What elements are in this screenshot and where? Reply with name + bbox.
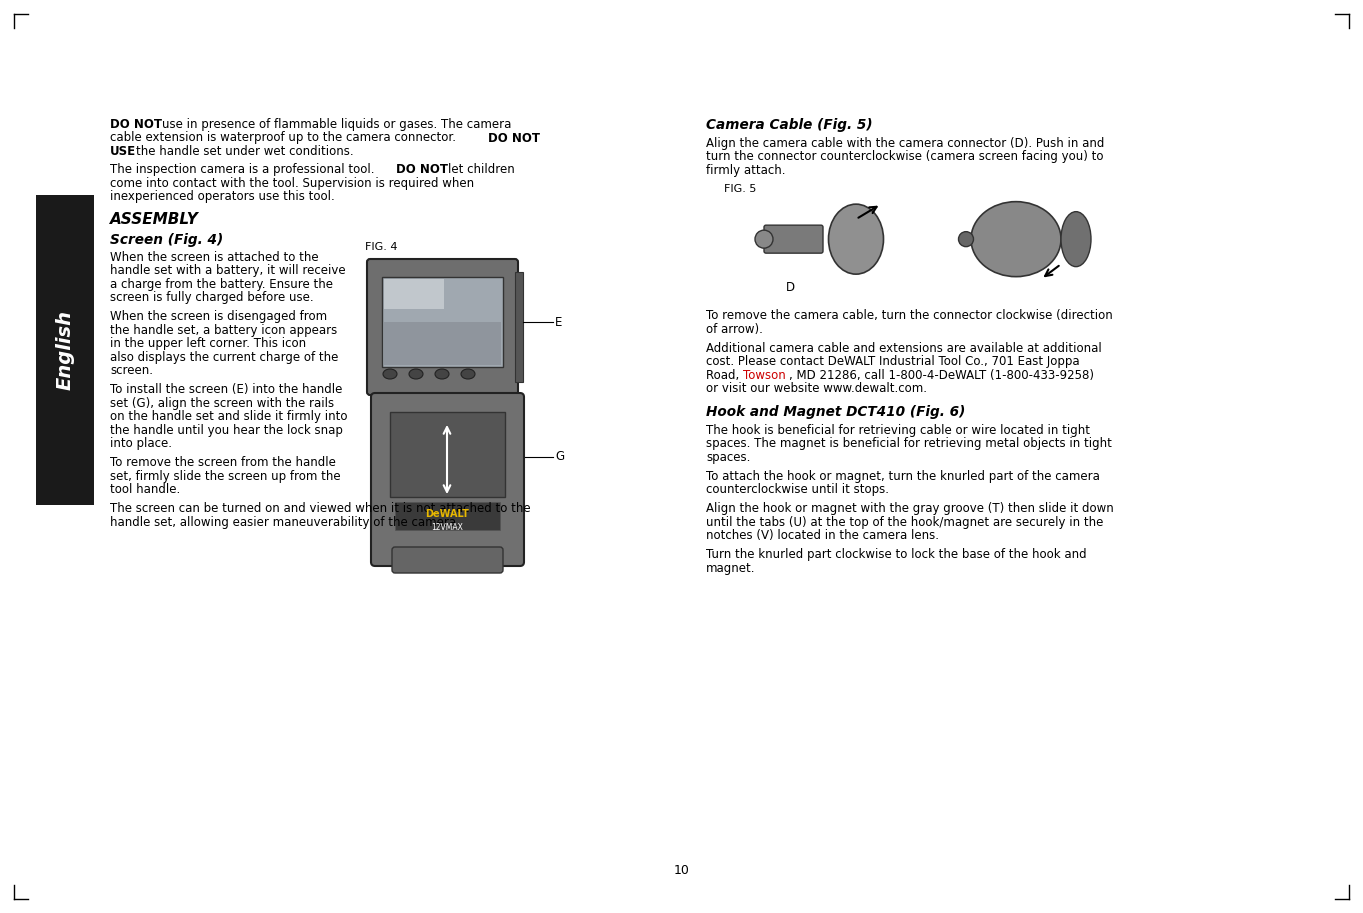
Text: When the screen is disengaged from: When the screen is disengaged from xyxy=(110,310,327,323)
Text: FIG. 4: FIG. 4 xyxy=(365,242,398,252)
Text: in the upper left corner. This icon: in the upper left corner. This icon xyxy=(110,338,307,351)
Text: G: G xyxy=(555,450,564,464)
Text: the handle until you hear the lock snap: the handle until you hear the lock snap xyxy=(110,424,343,436)
Text: into place.: into place. xyxy=(110,437,172,450)
Bar xyxy=(35,195,94,505)
Text: the handle set, a battery icon appears: the handle set, a battery icon appears xyxy=(110,324,337,337)
Text: Hook and Magnet DCT410 (Fig. 6): Hook and Magnet DCT410 (Fig. 6) xyxy=(706,405,965,419)
Text: set (G), align the screen with the rails: set (G), align the screen with the rails xyxy=(110,397,334,410)
Text: screen is fully charged before use.: screen is fully charged before use. xyxy=(110,291,313,304)
Text: When the screen is attached to the: When the screen is attached to the xyxy=(110,251,319,264)
Bar xyxy=(382,277,503,367)
Bar xyxy=(390,412,506,497)
Text: ASSEMBLY: ASSEMBLY xyxy=(110,212,199,226)
Text: DeWALT: DeWALT xyxy=(425,509,469,519)
Text: Towson: Towson xyxy=(743,369,785,382)
FancyBboxPatch shape xyxy=(371,393,523,566)
Ellipse shape xyxy=(461,369,474,379)
Ellipse shape xyxy=(970,202,1060,277)
Text: screen.: screen. xyxy=(110,364,153,377)
Bar xyxy=(384,322,502,365)
Text: To remove the screen from the handle: To remove the screen from the handle xyxy=(110,456,335,469)
Text: USE: USE xyxy=(110,145,136,158)
Text: a charge from the battery. Ensure the: a charge from the battery. Ensure the xyxy=(110,278,333,291)
Text: or visit our website www.dewalt.com.: or visit our website www.dewalt.com. xyxy=(706,382,927,395)
Text: Turn the knurled part clockwise to lock the base of the hook and: Turn the knurled part clockwise to lock … xyxy=(706,548,1086,561)
Text: handle set, allowing easier maneuverability of the camera.: handle set, allowing easier maneuverabil… xyxy=(110,516,459,529)
Text: counterclockwise until it stops.: counterclockwise until it stops. xyxy=(706,483,889,497)
Text: The hook is beneficial for retrieving cable or wire located in tight: The hook is beneficial for retrieving ca… xyxy=(706,424,1090,437)
Text: English: English xyxy=(56,310,75,390)
Text: of arrow).: of arrow). xyxy=(706,322,763,336)
Text: Align the hook or magnet with the gray groove (T) then slide it down: Align the hook or magnet with the gray g… xyxy=(706,502,1114,515)
Text: To remove the camera cable, turn the connector clockwise (direction: To remove the camera cable, turn the con… xyxy=(706,310,1112,322)
Text: cable extension is waterproof up to the camera connector.: cable extension is waterproof up to the … xyxy=(110,131,457,144)
Ellipse shape xyxy=(409,369,423,379)
Text: Additional camera cable and extensions are available at additional: Additional camera cable and extensions a… xyxy=(706,341,1101,354)
Bar xyxy=(395,502,500,530)
Text: , MD 21286, call 1-800-4-DeWALT (1-800-433-9258): , MD 21286, call 1-800-4-DeWALT (1-800-4… xyxy=(789,369,1094,382)
Text: use in presence of flammable liquids or gases. The camera: use in presence of flammable liquids or … xyxy=(162,118,511,131)
Text: The screen can be turned on and viewed when it is not attached to the: The screen can be turned on and viewed w… xyxy=(110,502,530,515)
Text: 10: 10 xyxy=(673,865,690,877)
Text: DO NOT: DO NOT xyxy=(397,163,448,176)
Text: The inspection camera is a professional tool.: The inspection camera is a professional … xyxy=(110,163,375,176)
Text: magnet.: magnet. xyxy=(706,561,755,574)
Text: Road,: Road, xyxy=(706,369,743,382)
Text: also displays the current charge of the: also displays the current charge of the xyxy=(110,351,338,364)
Ellipse shape xyxy=(958,232,973,247)
Text: FIG. 5: FIG. 5 xyxy=(724,184,756,194)
Text: 12VMAX: 12VMAX xyxy=(431,523,463,532)
Text: set, firmly slide the screen up from the: set, firmly slide the screen up from the xyxy=(110,469,341,483)
Text: turn the connector counterclockwise (camera screen facing you) to: turn the connector counterclockwise (cam… xyxy=(706,151,1104,163)
Text: Screen (Fig. 4): Screen (Fig. 4) xyxy=(110,233,224,247)
Text: let children: let children xyxy=(448,163,515,176)
Text: inexperienced operators use this tool.: inexperienced operators use this tool. xyxy=(110,190,335,204)
Text: notches (V) located in the camera lens.: notches (V) located in the camera lens. xyxy=(706,530,939,542)
Ellipse shape xyxy=(755,230,773,248)
Text: on the handle set and slide it firmly into: on the handle set and slide it firmly in… xyxy=(110,410,348,424)
Text: DO NOT: DO NOT xyxy=(488,131,540,144)
Text: firmly attach.: firmly attach. xyxy=(706,164,785,177)
Text: cost. Please contact DeWALT Industrial Tool Co., 701 East Joppa: cost. Please contact DeWALT Industrial T… xyxy=(706,355,1079,368)
Text: come into contact with the tool. Supervision is required when: come into contact with the tool. Supervi… xyxy=(110,177,474,190)
FancyBboxPatch shape xyxy=(367,259,518,395)
FancyBboxPatch shape xyxy=(765,226,823,253)
Text: spaces.: spaces. xyxy=(706,451,751,464)
Ellipse shape xyxy=(435,369,448,379)
Text: spaces. The magnet is beneficial for retrieving metal objects in tight: spaces. The magnet is beneficial for ret… xyxy=(706,437,1112,450)
Text: E: E xyxy=(555,316,563,329)
Text: the handle set under wet conditions.: the handle set under wet conditions. xyxy=(136,145,353,158)
Text: To install the screen (E) into the handle: To install the screen (E) into the handl… xyxy=(110,383,342,396)
Text: Align the camera cable with the camera connector (D). Push in and: Align the camera cable with the camera c… xyxy=(706,137,1104,150)
Text: handle set with a battery, it will receive: handle set with a battery, it will recei… xyxy=(110,265,346,278)
Text: To attach the hook or magnet, turn the knurled part of the camera: To attach the hook or magnet, turn the k… xyxy=(706,470,1100,483)
Text: D: D xyxy=(786,281,795,294)
Ellipse shape xyxy=(383,369,397,379)
Text: until the tabs (U) at the top of the hook/magnet are securely in the: until the tabs (U) at the top of the hoo… xyxy=(706,516,1104,529)
FancyBboxPatch shape xyxy=(393,547,503,573)
Bar xyxy=(384,279,444,309)
Bar xyxy=(515,272,523,382)
Text: Camera Cable (Fig. 5): Camera Cable (Fig. 5) xyxy=(706,118,872,132)
Ellipse shape xyxy=(1060,212,1090,267)
Ellipse shape xyxy=(829,205,883,274)
Text: DO NOT: DO NOT xyxy=(110,118,162,131)
Text: tool handle.: tool handle. xyxy=(110,483,180,496)
